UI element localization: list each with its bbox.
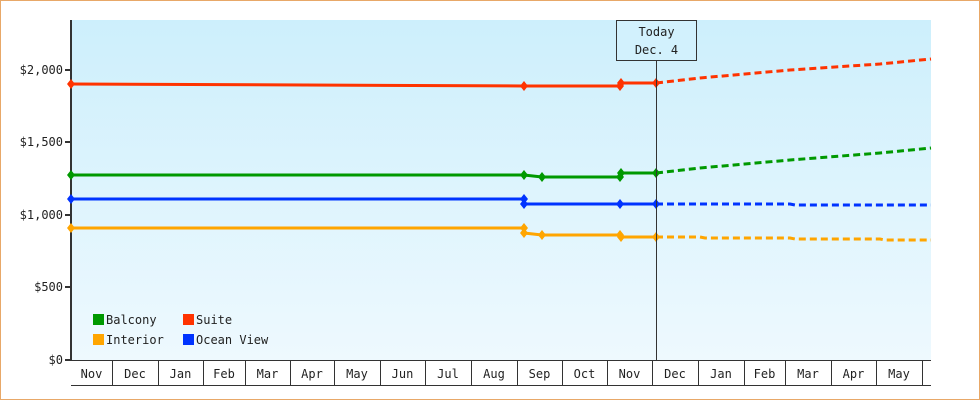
series-ocean-view bbox=[67, 194, 931, 209]
legend-swatch bbox=[93, 334, 104, 345]
y-axis: $0 $500 $1,000 $1,500 $2,000 bbox=[20, 20, 72, 367]
data-point[interactable] bbox=[538, 230, 546, 240]
x-month-label: Jan bbox=[710, 367, 732, 381]
today-date: Dec. 4 bbox=[635, 43, 678, 57]
x-month-label: Oct bbox=[574, 367, 596, 381]
legend: Balcony Suite Interior Ocean View bbox=[93, 313, 269, 347]
x-month-label: May bbox=[888, 367, 910, 381]
data-point[interactable] bbox=[538, 172, 546, 182]
data-point[interactable] bbox=[67, 223, 75, 233]
legend-swatch bbox=[183, 314, 194, 325]
plot-area bbox=[71, 20, 931, 360]
legend-item-interior[interactable]: Interior bbox=[93, 333, 164, 347]
legend-label: Interior bbox=[106, 333, 164, 347]
x-month-label: May bbox=[346, 367, 368, 381]
series-balcony bbox=[67, 146, 932, 182]
legend-swatch bbox=[183, 334, 194, 345]
data-point[interactable] bbox=[520, 228, 528, 238]
data-point[interactable] bbox=[67, 170, 75, 180]
x-month-label: Nov bbox=[81, 367, 103, 381]
today-label: Today bbox=[638, 25, 674, 39]
x-month-label: Jan bbox=[170, 367, 192, 381]
x-month-label: Apr bbox=[301, 367, 323, 381]
y-tick-label: $1,500 bbox=[20, 135, 63, 149]
x-month-label: Feb bbox=[754, 367, 776, 381]
data-point[interactable] bbox=[520, 170, 528, 180]
data-point[interactable] bbox=[520, 199, 528, 209]
today-marker: Today Dec. 4 bbox=[616, 20, 697, 360]
x-month-label: Dec bbox=[664, 367, 686, 381]
legend-label: Balcony bbox=[106, 313, 157, 327]
legend-label: Suite bbox=[196, 313, 232, 327]
series-suite bbox=[67, 57, 932, 91]
x-month-label: Aug bbox=[483, 367, 505, 381]
data-point[interactable] bbox=[67, 194, 75, 204]
y-tick-label: $2,000 bbox=[20, 63, 63, 77]
x-month-label: Feb bbox=[213, 367, 235, 381]
x-month-label: Dec bbox=[124, 367, 146, 381]
x-month-label: Jun bbox=[392, 367, 414, 381]
legend-label: Ocean View bbox=[196, 333, 269, 347]
data-point[interactable] bbox=[617, 168, 625, 178]
series-interior bbox=[67, 223, 931, 242]
data-point[interactable] bbox=[617, 78, 625, 88]
legend-item-ocean-view[interactable]: Ocean View bbox=[183, 333, 269, 347]
series-layer bbox=[67, 57, 932, 242]
x-month-label: Mar bbox=[257, 367, 279, 381]
data-point[interactable] bbox=[67, 79, 75, 89]
data-point[interactable] bbox=[616, 199, 624, 209]
x-month-label: Jul bbox=[437, 367, 459, 381]
y-tick-label: $500 bbox=[34, 280, 63, 294]
data-point[interactable] bbox=[617, 232, 625, 242]
data-point[interactable] bbox=[520, 81, 528, 91]
x-month-label: Nov bbox=[619, 367, 641, 381]
legend-item-balcony[interactable]: Balcony bbox=[93, 313, 157, 327]
x-month-label: Sep bbox=[529, 367, 551, 381]
legend-item-suite[interactable]: Suite bbox=[183, 313, 232, 327]
x-month-label: Apr bbox=[843, 367, 865, 381]
x-month-label: Mar bbox=[797, 367, 819, 381]
y-tick-label: $0 bbox=[49, 353, 63, 367]
legend-swatch bbox=[93, 314, 104, 325]
x-axis: Nov Dec Jan Feb Mar Apr May Jun Jul Aug Sep Oct Nov D… bbox=[71, 360, 931, 386]
today-label-box bbox=[616, 20, 697, 61]
y-tick-label: $1,000 bbox=[20, 208, 63, 222]
